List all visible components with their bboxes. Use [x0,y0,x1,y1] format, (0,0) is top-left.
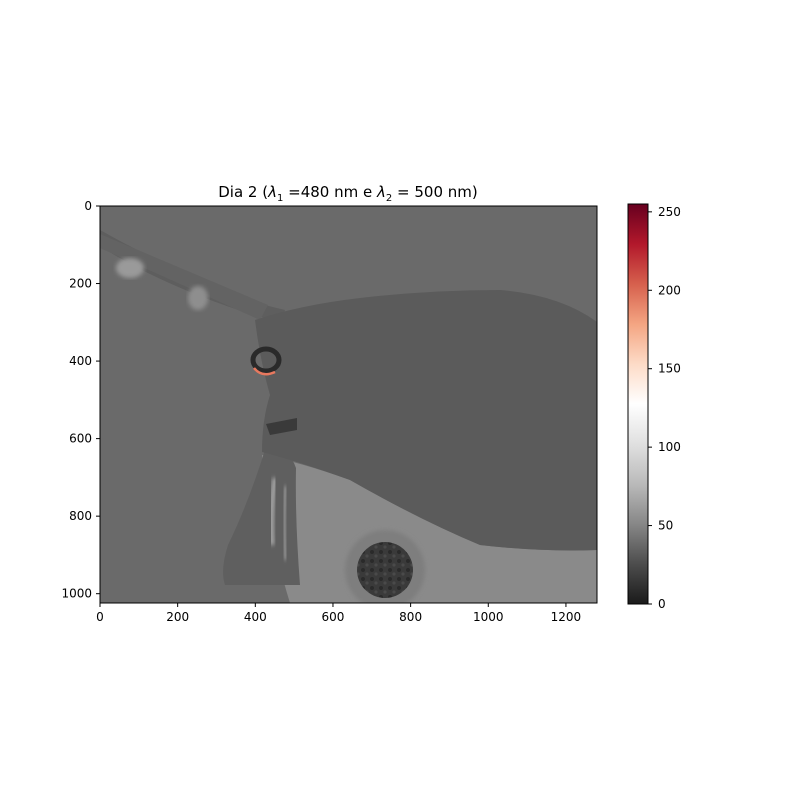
y-tick-label: 0 [84,199,92,213]
y-tick-label: 800 [69,509,92,523]
colorbar [627,203,649,605]
dark-ring [250,346,282,374]
bright-patch-1 [116,258,144,278]
colorbar-tick-label: 100 [658,440,681,454]
y-axis-ticks: 0 200 400 600 800 1000 [61,199,100,601]
dark-mark [266,418,297,435]
y-tick-label: 200 [69,277,92,291]
speckled-disc [357,542,413,598]
colorbar-tick-label: 150 [658,362,681,376]
y-tick-label: 400 [69,354,92,368]
x-tick-label: 1200 [551,610,582,624]
region-main-body [255,290,597,551]
colorbar-tick-label: 0 [658,597,666,611]
y-tick-label: 600 [69,432,92,446]
bright-patch-2 [188,286,208,310]
ring-highlight [253,367,276,376]
bright-streak-2 [282,485,288,561]
colorbar-tick-label: 200 [658,283,681,297]
heatmap-image [100,206,597,603]
x-tick-label: 0 [96,610,104,624]
x-tick-label: 200 [166,610,189,624]
x-tick-label: 800 [399,610,422,624]
bright-streak-1 [269,477,277,546]
y-tick-label: 1000 [61,587,92,601]
region-upper-stalk-band [100,234,268,320]
chart-title: Dia 2 (λ1 =480 nm e λ2 = 500 nm) [218,183,477,204]
x-tick-label: 400 [244,610,267,624]
colorbar-tick-label: 250 [658,205,681,219]
colorbar-ticks: 0 50 100 150 200 250 [648,205,681,611]
axes-frame [99,205,598,604]
region-lower-stalk [223,440,300,585]
x-tick-label: 1000 [473,610,504,624]
x-tick-label: 600 [322,610,345,624]
x-axis-ticks: 0 200 400 600 800 1000 1200 [96,603,581,624]
colorbar-tick-label: 50 [658,519,673,533]
